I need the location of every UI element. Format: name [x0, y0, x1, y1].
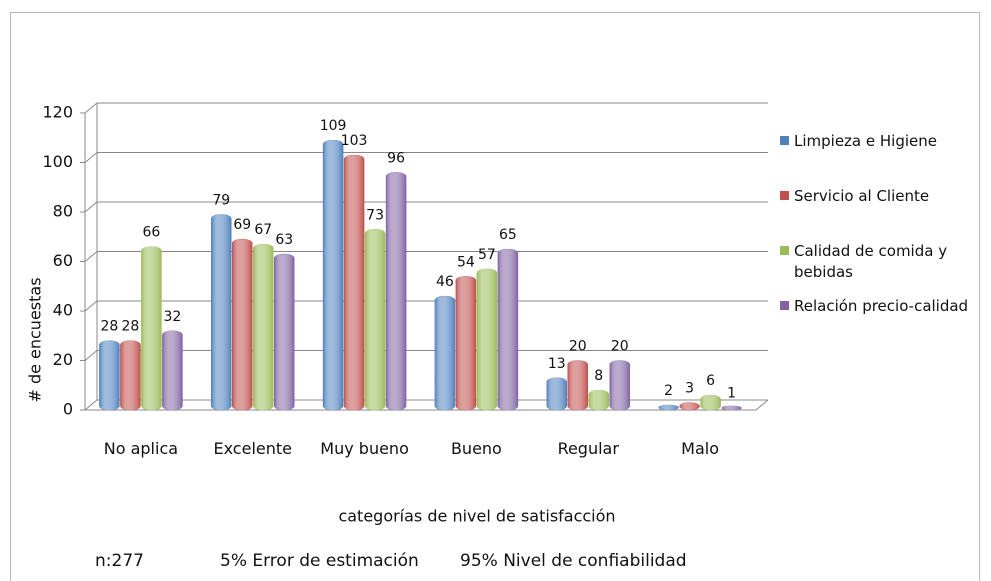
- data-label: 66: [143, 225, 161, 241]
- footer-note: n:277: [95, 551, 144, 571]
- data-label: 6: [706, 373, 715, 389]
- bar-shade: [497, 249, 518, 410]
- data-label: 3: [685, 381, 694, 397]
- data-label: 69: [233, 217, 251, 233]
- legend-swatch: [780, 246, 789, 255]
- bar-shade: [253, 244, 274, 410]
- bar-shade: [99, 340, 120, 410]
- bar-shade: [344, 155, 365, 410]
- y-tick-label: 100: [42, 152, 73, 171]
- footer-note: 5% Error de estimación: [220, 551, 419, 571]
- bar-shade: [700, 395, 721, 410]
- x-tick-label: Malo: [681, 439, 719, 458]
- grid-line-side: [84, 102, 98, 114]
- y-tick-label: 60: [53, 251, 73, 270]
- data-label: 109: [320, 118, 347, 134]
- legend-label: Servicio al Cliente: [794, 187, 930, 205]
- legend-entry: Calidad de comida y bebidas: [780, 241, 975, 283]
- data-label: 96: [387, 150, 405, 166]
- legend-entry: Servicio al Cliente: [780, 186, 975, 207]
- data-label: 73: [366, 207, 384, 223]
- bar-shade: [455, 276, 476, 410]
- bar-shade: [434, 296, 455, 410]
- data-label: 63: [275, 232, 293, 248]
- grid-line-side: [84, 251, 98, 262]
- grid-line-side: [84, 399, 98, 411]
- data-label: 20: [611, 339, 629, 355]
- y-tick-label: 120: [42, 103, 73, 122]
- y-axis-title: # de encuestas: [26, 277, 45, 402]
- grid-line-side: [84, 350, 98, 361]
- y-tick-label: 0: [63, 400, 73, 419]
- y-tick-label: 80: [53, 202, 73, 221]
- bar-shade: [323, 140, 344, 410]
- legend-label: Calidad de comida y bebidas: [794, 242, 948, 281]
- legend-swatch: [780, 136, 789, 145]
- legend-label: Relación precio-calidad: [794, 297, 969, 315]
- y-tick-label: 40: [53, 301, 73, 320]
- bar-shade: [365, 229, 386, 410]
- grid-line-side: [84, 300, 98, 312]
- bar-shade: [476, 268, 497, 410]
- bar-shade: [658, 405, 679, 410]
- floor-right: [755, 399, 769, 411]
- bar-shade: [274, 254, 295, 410]
- frame-border: [10, 12, 980, 581]
- bar-shade: [141, 246, 162, 410]
- bar-shade: [567, 360, 588, 410]
- legend-label: Limpieza e Higiene: [794, 132, 937, 150]
- legend-swatch: [780, 301, 789, 310]
- data-label: 1: [727, 386, 736, 402]
- bar-shade: [609, 360, 630, 410]
- data-label: 8: [594, 368, 603, 384]
- bar-shade: [588, 390, 609, 410]
- bar-shade: [546, 377, 567, 410]
- x-tick-label: Regular: [557, 439, 619, 458]
- legend-entry: Limpieza e Higiene: [780, 131, 975, 152]
- bar-shade: [120, 340, 141, 410]
- bar-shade: [232, 239, 253, 410]
- data-label: 54: [457, 254, 475, 270]
- data-label: 28: [101, 319, 119, 335]
- data-label: 28: [122, 319, 140, 335]
- grid-line-side: [84, 152, 98, 163]
- x-axis-title: categorías de nivel de satisfacción: [338, 507, 615, 526]
- bar-shade: [721, 406, 742, 410]
- x-tick-label: No aplica: [103, 439, 179, 458]
- footer-note: 95% Nivel de confiabilidad: [460, 551, 687, 571]
- x-tick-label: Muy bueno: [320, 439, 409, 458]
- x-tick-label: Bueno: [450, 439, 502, 458]
- y-tick-label: 20: [53, 350, 73, 369]
- data-label: 65: [499, 227, 517, 243]
- legend-entry: Relación precio-calidad: [780, 296, 975, 317]
- bar-shade: [211, 214, 232, 410]
- legend-swatch: [780, 191, 789, 200]
- x-tick-label: Excelente: [213, 439, 292, 458]
- data-label: 103: [341, 133, 368, 149]
- data-label: 57: [478, 247, 496, 263]
- bar-shade: [162, 330, 183, 410]
- data-label: 67: [254, 222, 272, 238]
- grid-line-side: [84, 201, 98, 213]
- data-label: 20: [569, 339, 587, 355]
- data-label: 32: [164, 309, 182, 325]
- data-label: 46: [436, 274, 454, 290]
- data-label: 2: [664, 383, 673, 399]
- data-label: 79: [212, 192, 230, 208]
- data-label: 13: [548, 356, 566, 372]
- bar-shade: [386, 172, 407, 410]
- bar-shade: [679, 402, 700, 410]
